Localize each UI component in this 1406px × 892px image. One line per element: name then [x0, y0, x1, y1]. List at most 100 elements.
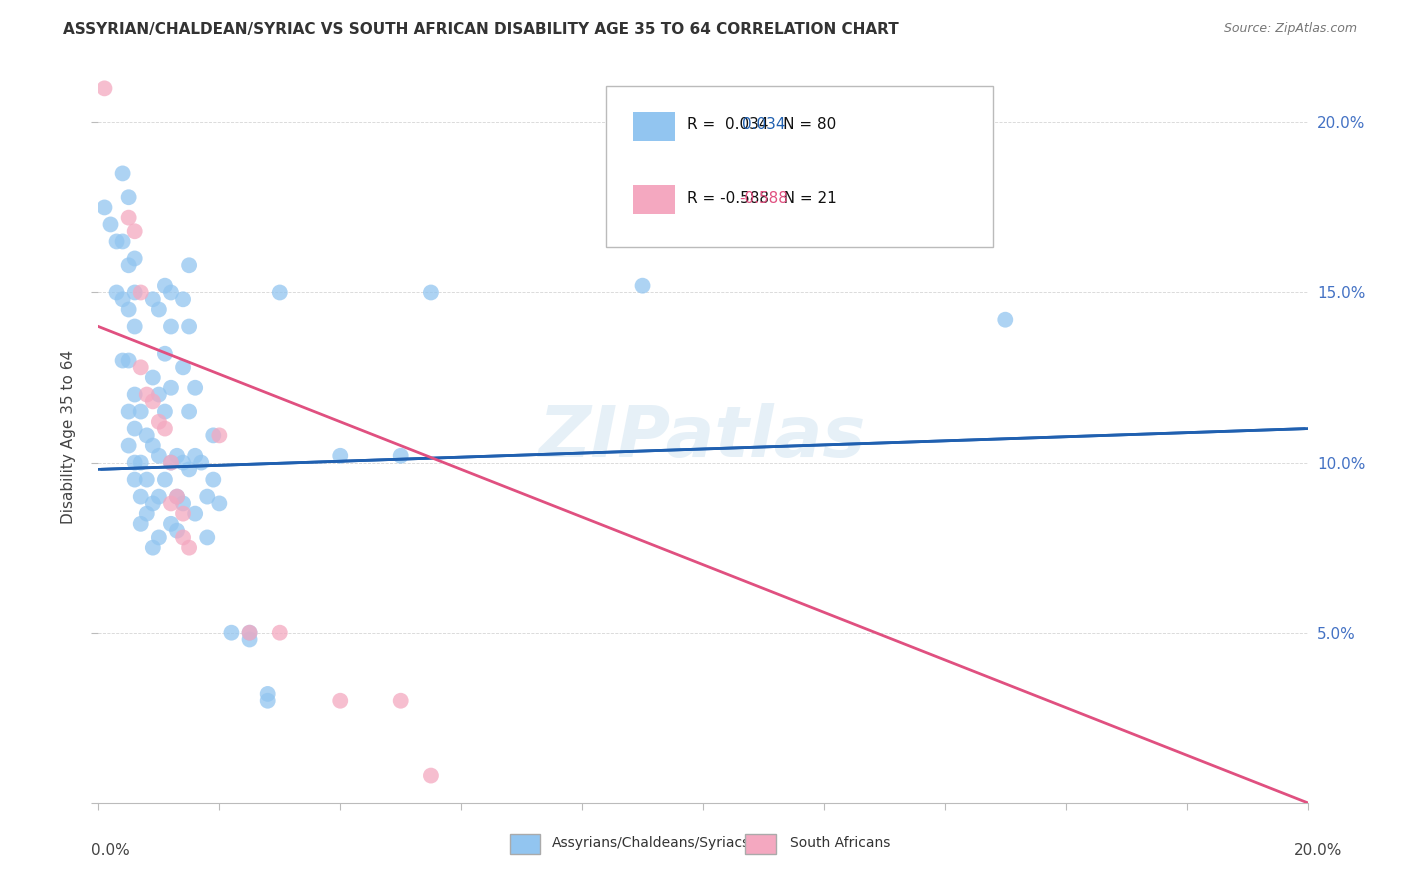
Text: 20.0%: 20.0% [1295, 843, 1343, 858]
Point [172, 496, 194, 510]
FancyBboxPatch shape [745, 833, 776, 854]
Point [148, 531, 170, 545]
Point [148, 449, 170, 463]
Point [631, 278, 654, 293]
Text: 0.0%: 0.0% [91, 843, 131, 858]
Point [142, 293, 165, 307]
Point [269, 625, 291, 640]
Point [166, 449, 188, 463]
Text: South Africans: South Africans [790, 837, 890, 850]
FancyBboxPatch shape [606, 86, 993, 247]
Point [153, 404, 176, 418]
Point [160, 456, 183, 470]
Point [190, 456, 212, 470]
Point [118, 258, 141, 272]
Point [172, 456, 194, 470]
Point [129, 285, 152, 300]
Point [179, 404, 201, 418]
Point [160, 456, 183, 470]
Y-axis label: Disability Age 35 to 64: Disability Age 35 to 64 [60, 350, 76, 524]
Point [195, 531, 218, 545]
Text: Assyrians/Chaldeans/Syriacs: Assyrians/Chaldeans/Syriacs [551, 837, 751, 850]
Point [166, 490, 188, 504]
Point [142, 370, 165, 384]
Point [179, 462, 201, 476]
Point [239, 625, 262, 640]
Point [179, 541, 201, 555]
Point [142, 496, 165, 510]
Point [269, 285, 291, 300]
Point [994, 312, 1017, 326]
Text: 0.034: 0.034 [742, 118, 785, 132]
Point [389, 694, 412, 708]
Point [135, 387, 157, 401]
Point [160, 516, 183, 531]
Point [135, 507, 157, 521]
Point [124, 252, 146, 266]
Point [172, 360, 194, 375]
Point [153, 278, 176, 293]
Point [202, 473, 225, 487]
Point [111, 353, 134, 368]
Point [153, 347, 176, 361]
Text: R =  0.034   N = 80: R = 0.034 N = 80 [688, 118, 837, 132]
Point [118, 211, 141, 225]
Point [142, 541, 165, 555]
Point [221, 625, 243, 640]
Point [124, 319, 146, 334]
Point [124, 285, 146, 300]
Point [172, 531, 194, 545]
Point [239, 625, 262, 640]
Point [179, 319, 201, 334]
Point [142, 394, 165, 409]
Point [153, 421, 176, 435]
Point [184, 381, 207, 395]
Point [202, 428, 225, 442]
Point [124, 224, 146, 238]
Point [160, 319, 183, 334]
Point [124, 387, 146, 401]
Point [129, 516, 152, 531]
Point [148, 302, 170, 317]
Point [172, 293, 194, 307]
Point [256, 687, 278, 701]
Point [172, 507, 194, 521]
Point [129, 404, 152, 418]
Point [179, 258, 201, 272]
Point [166, 490, 188, 504]
Point [160, 381, 183, 395]
Point [93, 81, 115, 95]
Point [129, 360, 152, 375]
Point [256, 694, 278, 708]
Point [148, 490, 170, 504]
FancyBboxPatch shape [509, 833, 540, 854]
Point [208, 496, 231, 510]
Point [118, 190, 141, 204]
Point [153, 473, 176, 487]
Point [118, 404, 141, 418]
Point [148, 415, 170, 429]
Point [105, 235, 128, 249]
Point [124, 456, 146, 470]
Text: ZIPatlas: ZIPatlas [540, 402, 866, 472]
FancyBboxPatch shape [633, 112, 675, 141]
Point [93, 201, 115, 215]
Point [148, 387, 170, 401]
Point [135, 473, 157, 487]
Point [208, 428, 231, 442]
Point [129, 456, 152, 470]
Point [420, 285, 443, 300]
Point [329, 449, 352, 463]
Text: ASSYRIAN/CHALDEAN/SYRIAC VS SOUTH AFRICAN DISABILITY AGE 35 TO 64 CORRELATION CH: ASSYRIAN/CHALDEAN/SYRIAC VS SOUTH AFRICA… [63, 22, 898, 37]
Text: Source: ZipAtlas.com: Source: ZipAtlas.com [1223, 22, 1357, 36]
Point [118, 302, 141, 317]
Text: R = -0.588   N = 21: R = -0.588 N = 21 [688, 191, 837, 205]
Point [420, 768, 443, 782]
Point [118, 439, 141, 453]
Point [195, 490, 218, 504]
Point [166, 524, 188, 538]
Point [105, 285, 128, 300]
Point [124, 473, 146, 487]
Point [118, 353, 141, 368]
Point [111, 293, 134, 307]
